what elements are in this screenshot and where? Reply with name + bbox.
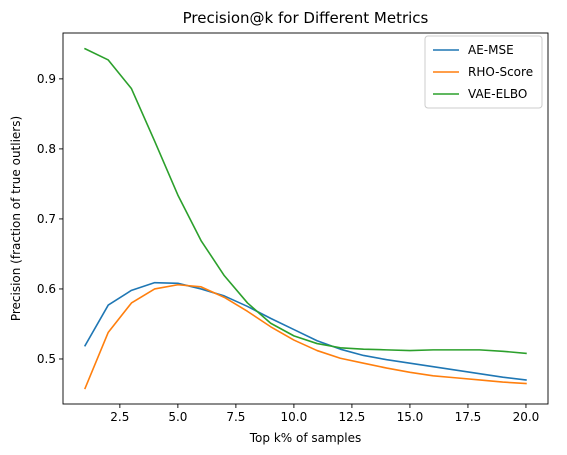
- legend-box: [424, 35, 543, 109]
- y-tick-label: 0.7: [37, 212, 56, 226]
- y-tick-label: 0.8: [37, 142, 56, 156]
- series-line-ae-mse: [83, 281, 527, 381]
- axes-layer: 2.5 5.0 7.5 10.0 12.5 15.0 17.5 20.0 0.5 0.6 0.7 0.…: [37, 32, 549, 424]
- y-tick-label: 0.9: [37, 72, 56, 86]
- x-axis-label: Top k% of samples: [249, 431, 362, 445]
- x-tick-label: 10.0: [281, 410, 308, 424]
- legend-label-vae-elbo: VAE-ELBO: [468, 87, 527, 101]
- legend-label-ae-mse: AE-MSE: [468, 43, 514, 57]
- x-tick-label: 5.0: [168, 410, 187, 424]
- legend-label-rho-score: RHO-Score: [468, 65, 533, 79]
- y-tick-label: 0.5: [37, 352, 56, 366]
- x-tick-label: 2.5: [110, 410, 129, 424]
- y-axis-label: Precision (fraction of true outliers): [9, 116, 23, 321]
- x-tick-label: 7.5: [226, 410, 245, 424]
- series-line-vae-elbo: [83, 47, 527, 355]
- legend: AE-MSE RHO-Score VAE-ELBO: [424, 35, 543, 109]
- x-tick-label: 15.0: [397, 410, 424, 424]
- chart-title: Precision@k for Different Metrics: [183, 9, 429, 27]
- x-tick-label: 17.5: [455, 410, 482, 424]
- x-tick-label: 12.5: [339, 410, 366, 424]
- series-layer: [83, 47, 527, 390]
- series-line-rho-score: [84, 283, 527, 390]
- y-tick-label: 0.6: [37, 282, 56, 296]
- x-tick-label: 20.0: [513, 410, 540, 424]
